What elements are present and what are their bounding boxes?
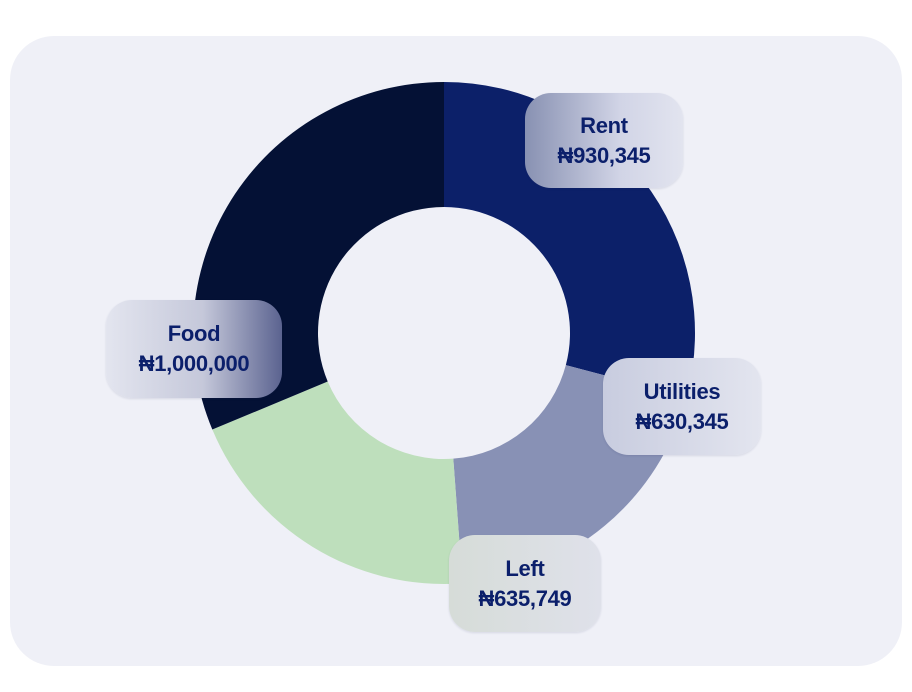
slice-label-food-value: ₦1,000,000 <box>138 351 250 376</box>
slice-label-utilities-value: ₦630,345 <box>635 408 729 434</box>
slice-label-utilities: Utilities ₦630,345 <box>603 358 761 455</box>
slice-label-rent-name: Rent <box>580 112 628 138</box>
slice-rent <box>444 82 695 398</box>
slice-left <box>212 381 463 584</box>
slice-label-utilities-name: Utilities <box>643 378 721 404</box>
slice-label-left-value: ₦635,749 <box>478 585 572 611</box>
slice-label-left-name: Left <box>505 555 545 581</box>
slice-label-left: Left ₦635,749 <box>449 535 601 632</box>
slice-label-rent: Rent ₦930,345 <box>525 93 683 188</box>
slice-label-food: Food ₦1,000,000 <box>106 300 282 398</box>
slice-label-rent-value: ₦930,345 <box>557 142 651 168</box>
slice-label-food-name: Food <box>167 321 221 346</box>
